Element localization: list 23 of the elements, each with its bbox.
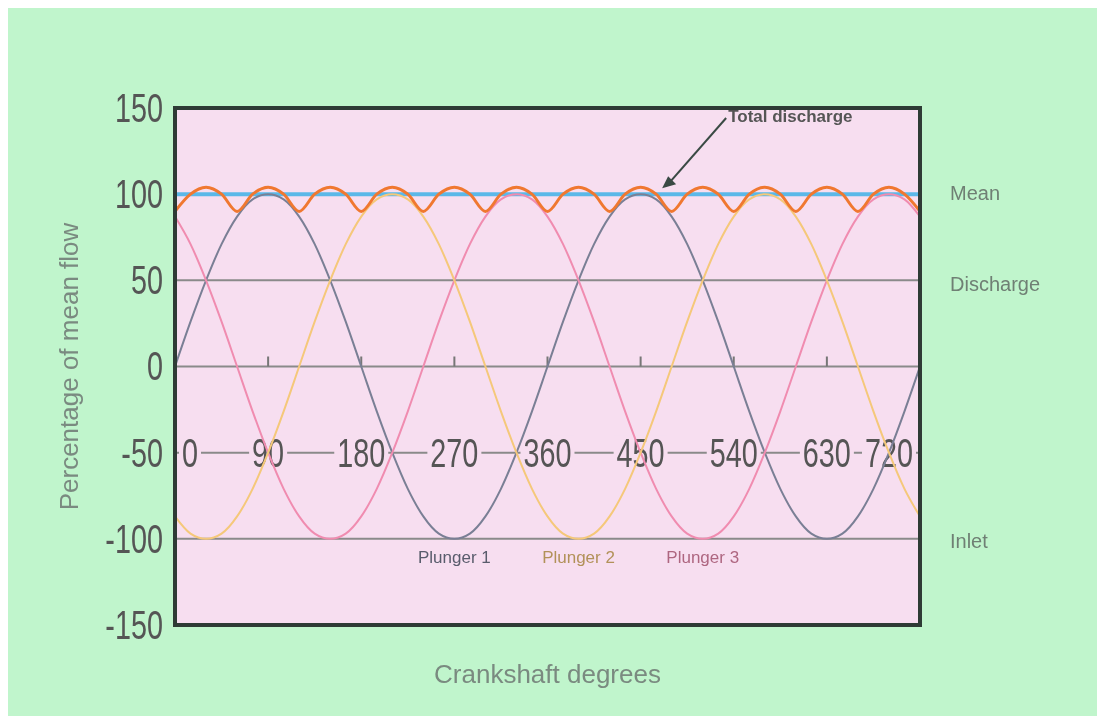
x-tick-label: 270 [430, 429, 479, 475]
text: Inlet [950, 530, 989, 552]
x-tick-label: 630 [802, 429, 851, 475]
y-tick-label: 50 [130, 257, 163, 303]
y-axis-title: Percentage of mean flow [54, 222, 84, 511]
y-tick-label: -150 [105, 602, 163, 648]
text: Total discharge [728, 107, 853, 126]
x-tick-label: 360 [523, 429, 572, 475]
y-tick-label: 150 [114, 85, 163, 131]
y-tick-label: 100 [114, 171, 163, 217]
y-tick-label: 0 [146, 343, 163, 389]
series-label: Plunger 2 [542, 547, 615, 567]
x-tick-label: 0 [181, 429, 199, 475]
line-series [174, 193, 921, 540]
series-label: Plunger 1 [417, 547, 491, 567]
x-tick-label: 540 [709, 429, 758, 475]
text: Discharge [950, 273, 1041, 295]
x-axis-title: Crankshaft degrees [434, 659, 661, 689]
y-tick-label: -50 [121, 429, 163, 475]
x-tick-label: 180 [337, 429, 386, 475]
y-tick-label: -100 [105, 516, 163, 561]
series-label: Plunger 3 [666, 547, 740, 567]
ref-line-label: Mean [950, 182, 1001, 205]
